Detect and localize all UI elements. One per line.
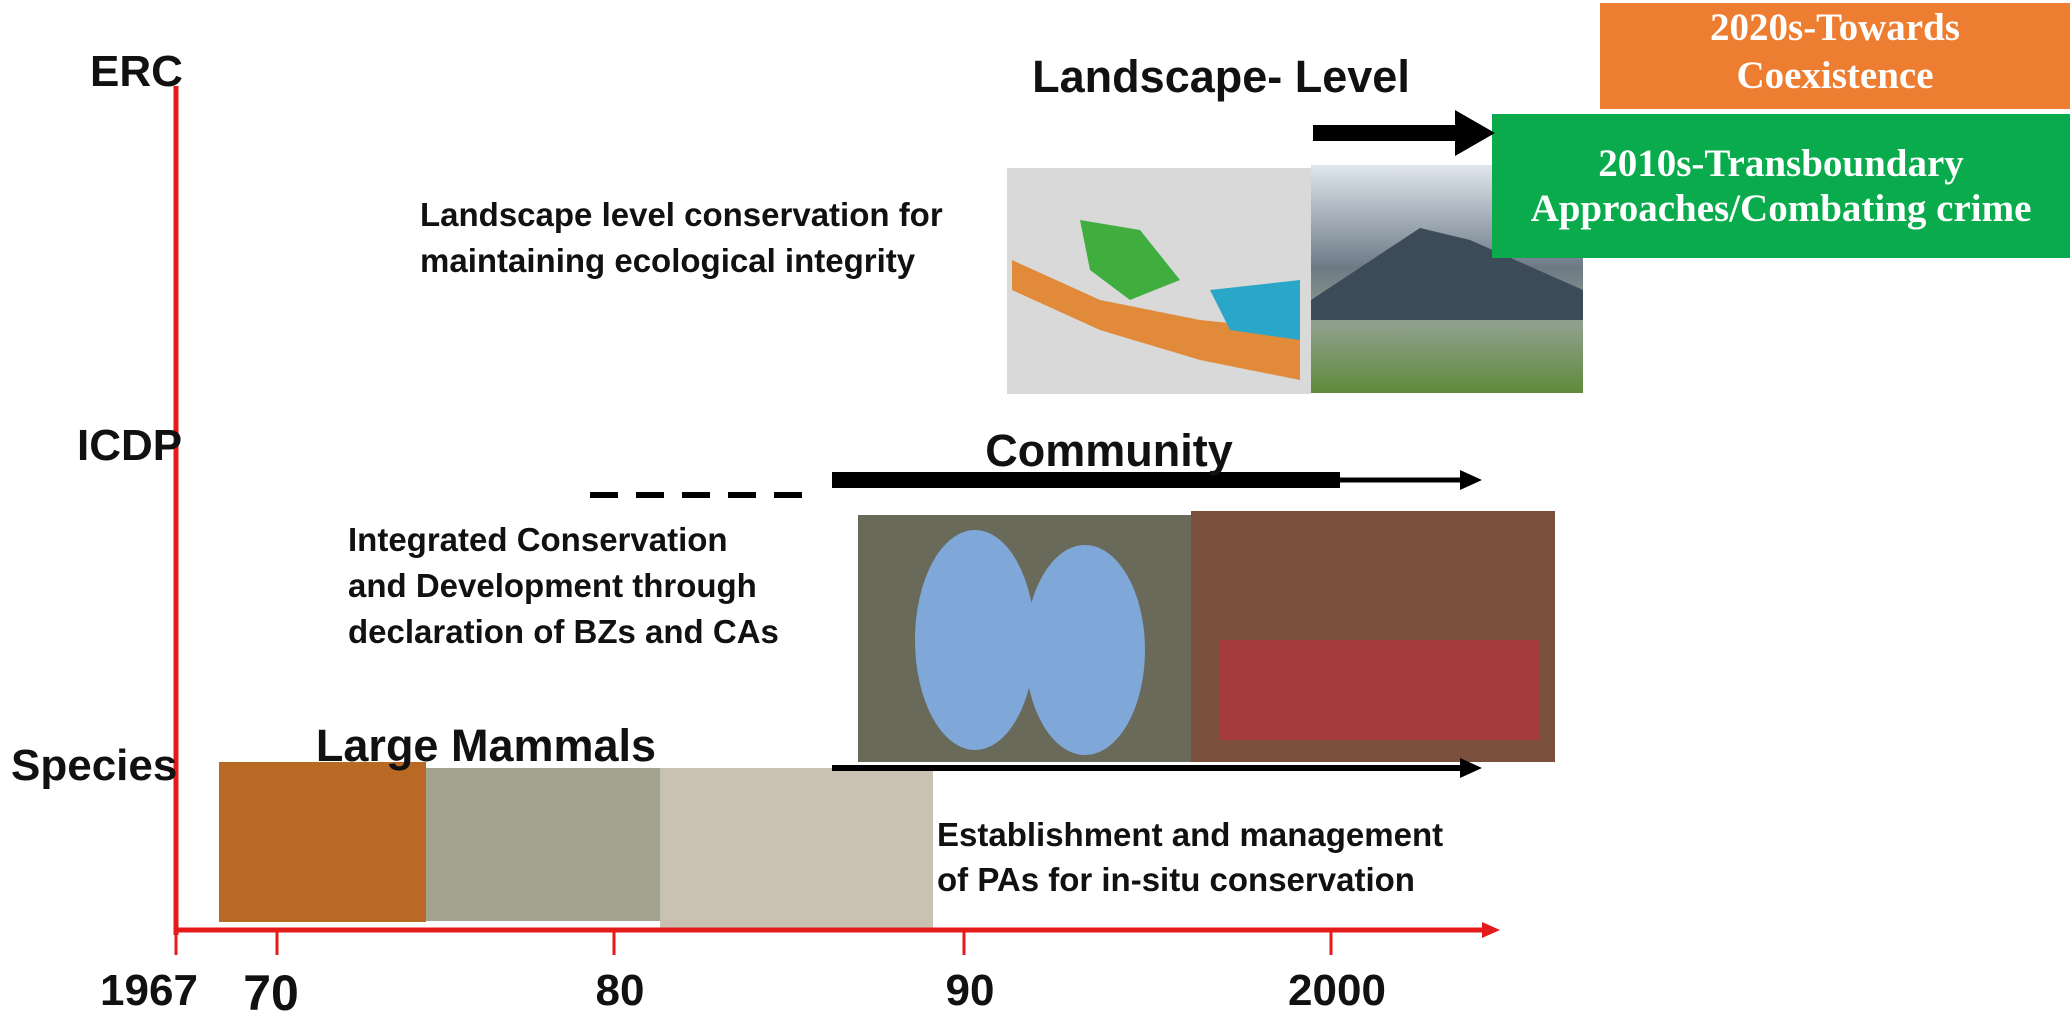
meeting-chairs (1220, 640, 1540, 740)
phase-title: Community (985, 425, 1233, 476)
rhino-image (426, 768, 660, 921)
mountain-shape (1311, 228, 1583, 320)
box-text: Approaches/Combating crime (1531, 187, 2032, 230)
child (1025, 545, 1145, 755)
phase-text: Landscape level conservation for (420, 196, 943, 233)
year-label: 2000 (1288, 966, 1386, 1015)
child (915, 530, 1035, 750)
year-label: 1967 (100, 966, 198, 1015)
phase-text: Integrated Conservation (348, 521, 728, 558)
arrow-head (1455, 110, 1495, 156)
phase-text: maintaining ecological integrity (420, 242, 916, 279)
arrow-head (1460, 758, 1482, 778)
phase-text: declaration of BZs and CAs (348, 613, 779, 650)
phase-text: of PAs for in-situ conservation (937, 861, 1415, 898)
orange-box (1600, 3, 2070, 109)
box-text: Coexistence (1736, 54, 1933, 97)
year-label: 80 (596, 966, 645, 1015)
axis-arrow (1482, 922, 1500, 938)
phase-title: Landscape- Level (1032, 51, 1410, 102)
year-label: 70 (243, 965, 299, 1016)
green-box (1492, 114, 2070, 258)
level-label: ERC (90, 47, 183, 96)
level-label: Species (11, 741, 177, 790)
phase-text: and Development through (348, 567, 757, 604)
arrow-head (1460, 470, 1482, 490)
box-text: 2020s-Towards (1710, 6, 1960, 49)
phase-title: Large Mammals (316, 720, 656, 771)
box-text: 2010s-Transboundary (1598, 142, 1964, 185)
phase-text: Establishment and management (937, 816, 1443, 853)
level-label: ICDP (77, 421, 182, 470)
year-label: 90 (946, 966, 995, 1015)
tiger-image (219, 762, 426, 922)
map-region (1012, 260, 1300, 380)
leopard-image (660, 768, 933, 928)
map-region (1080, 220, 1180, 300)
map-region (1210, 280, 1300, 340)
